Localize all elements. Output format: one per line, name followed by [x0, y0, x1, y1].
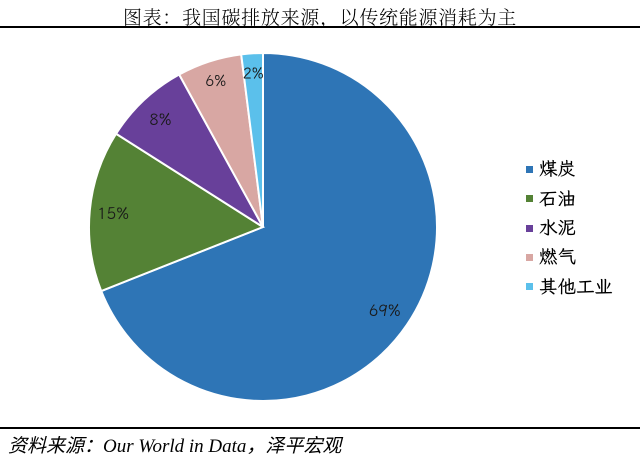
svg-text:8%: 8%: [149, 108, 171, 130]
svg-text:2%: 2%: [243, 65, 264, 84]
svg-text:69%: 69%: [369, 299, 401, 321]
svg-text:6%: 6%: [205, 72, 226, 91]
svg-text:15%: 15%: [97, 202, 129, 224]
